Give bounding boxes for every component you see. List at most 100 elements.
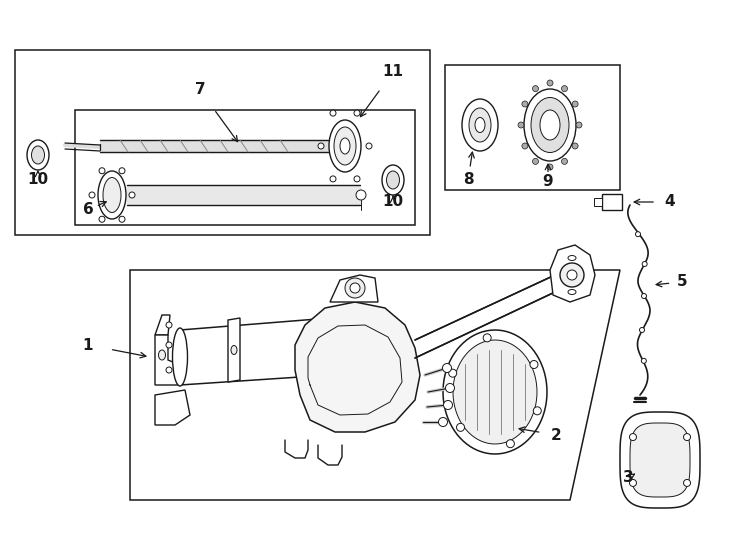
Circle shape [345, 278, 365, 298]
Circle shape [318, 143, 324, 149]
Circle shape [354, 110, 360, 116]
Circle shape [562, 86, 567, 92]
Circle shape [522, 143, 528, 149]
Circle shape [630, 480, 636, 487]
Ellipse shape [27, 140, 49, 170]
Circle shape [562, 158, 567, 164]
Circle shape [547, 80, 553, 86]
Circle shape [532, 158, 539, 164]
Circle shape [642, 294, 647, 299]
Text: 2: 2 [550, 428, 562, 442]
Circle shape [683, 434, 691, 441]
Circle shape [99, 216, 105, 222]
Circle shape [366, 143, 372, 149]
Ellipse shape [98, 171, 126, 219]
Circle shape [572, 143, 578, 149]
Ellipse shape [475, 118, 485, 132]
Polygon shape [228, 318, 240, 382]
Circle shape [119, 168, 125, 174]
Circle shape [166, 367, 172, 373]
Text: 4: 4 [665, 194, 675, 210]
Circle shape [560, 263, 584, 287]
Circle shape [448, 369, 457, 377]
Polygon shape [15, 50, 430, 235]
Circle shape [522, 101, 528, 107]
Text: 11: 11 [382, 64, 404, 79]
Circle shape [446, 383, 454, 393]
Circle shape [129, 192, 135, 198]
Polygon shape [602, 194, 622, 210]
Text: 8: 8 [462, 172, 473, 187]
Circle shape [532, 86, 539, 92]
Polygon shape [620, 412, 700, 508]
Circle shape [330, 110, 336, 116]
Circle shape [518, 122, 524, 128]
Circle shape [530, 361, 538, 368]
Text: 3: 3 [622, 470, 633, 485]
Circle shape [350, 283, 360, 293]
Text: 5: 5 [677, 274, 687, 289]
Ellipse shape [469, 108, 491, 142]
Ellipse shape [462, 99, 498, 151]
Circle shape [642, 359, 647, 363]
Ellipse shape [32, 146, 45, 164]
Circle shape [483, 334, 491, 342]
Circle shape [99, 168, 105, 174]
Polygon shape [630, 423, 690, 497]
Ellipse shape [231, 346, 237, 354]
Circle shape [457, 423, 465, 431]
Ellipse shape [159, 350, 165, 360]
Polygon shape [445, 65, 620, 190]
Circle shape [356, 190, 366, 200]
Text: 10: 10 [27, 172, 48, 187]
Text: 9: 9 [542, 174, 553, 190]
Circle shape [354, 176, 360, 182]
Polygon shape [550, 245, 595, 302]
Circle shape [443, 401, 452, 409]
Circle shape [642, 261, 647, 267]
Ellipse shape [568, 255, 576, 260]
Polygon shape [330, 275, 378, 302]
Text: 1: 1 [83, 338, 93, 353]
Ellipse shape [387, 171, 399, 189]
Circle shape [89, 192, 95, 198]
Circle shape [547, 164, 553, 170]
Polygon shape [75, 110, 415, 225]
Circle shape [443, 363, 451, 373]
Polygon shape [155, 335, 180, 385]
Circle shape [572, 101, 578, 107]
Text: 10: 10 [382, 194, 404, 210]
Circle shape [639, 327, 644, 333]
Circle shape [119, 216, 125, 222]
Circle shape [534, 407, 541, 415]
Circle shape [330, 176, 336, 182]
Circle shape [567, 270, 577, 280]
Polygon shape [155, 315, 170, 335]
Polygon shape [155, 390, 190, 425]
Ellipse shape [340, 138, 350, 154]
Circle shape [630, 434, 636, 441]
Circle shape [438, 417, 448, 427]
Polygon shape [453, 340, 537, 444]
Ellipse shape [531, 98, 569, 152]
Circle shape [636, 232, 641, 237]
Ellipse shape [524, 89, 576, 161]
Ellipse shape [334, 127, 356, 165]
Polygon shape [295, 302, 420, 432]
Circle shape [166, 322, 172, 328]
Ellipse shape [329, 120, 361, 172]
Ellipse shape [382, 165, 404, 195]
Text: 6: 6 [83, 202, 93, 218]
Circle shape [683, 480, 691, 487]
Circle shape [506, 440, 515, 448]
Circle shape [166, 342, 172, 348]
Ellipse shape [172, 328, 187, 386]
Ellipse shape [568, 289, 576, 294]
Ellipse shape [103, 178, 121, 213]
Polygon shape [130, 270, 620, 500]
Text: 7: 7 [195, 83, 206, 98]
Ellipse shape [540, 110, 560, 140]
Polygon shape [594, 198, 602, 206]
Circle shape [576, 122, 582, 128]
Polygon shape [443, 330, 547, 454]
